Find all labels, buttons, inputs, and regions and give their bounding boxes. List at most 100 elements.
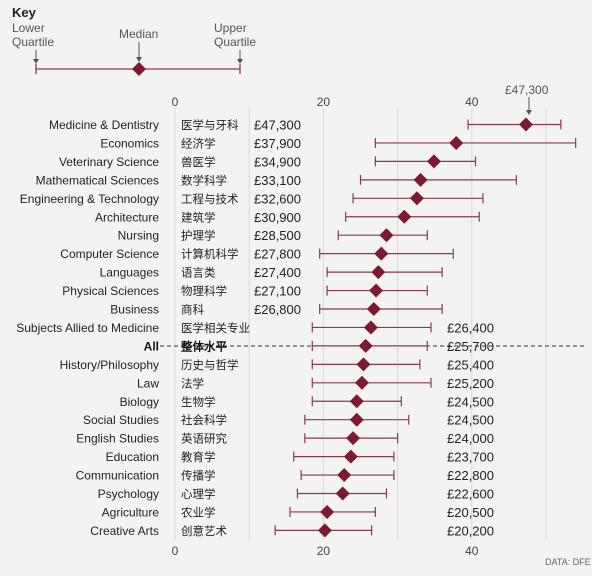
median-diamond bbox=[349, 412, 364, 427]
chart-row: Nursing 护理学 £28,500 bbox=[118, 228, 428, 243]
key-median-diamond bbox=[132, 62, 146, 76]
row-chinese-label: 农业学 bbox=[181, 505, 216, 519]
median-diamond bbox=[397, 209, 412, 224]
x-tick-label-bottom: 20 bbox=[317, 544, 331, 558]
row-subject-label: Economics bbox=[100, 136, 159, 150]
row-chinese-label: 创意艺术 bbox=[181, 524, 227, 538]
row-subject-label: Biology bbox=[120, 395, 159, 409]
row-subject-label: English Studies bbox=[76, 432, 159, 446]
median-diamond bbox=[320, 504, 335, 519]
key-title: Key bbox=[12, 5, 37, 20]
row-salary-label: £37,900 bbox=[254, 136, 301, 151]
row-subject-label: Law bbox=[137, 376, 159, 390]
row-salary-label: £30,900 bbox=[254, 210, 301, 225]
row-chinese-label: 教育学 bbox=[181, 450, 216, 464]
key-median-arrowhead bbox=[136, 57, 142, 62]
median-diamond bbox=[371, 265, 386, 280]
row-chinese-label: 社会科学 bbox=[181, 413, 227, 427]
row-salary-label: £23,700 bbox=[447, 450, 494, 465]
row-salary-label: £25,400 bbox=[447, 357, 494, 372]
row-subject-label: Social Studies bbox=[83, 413, 159, 427]
median-diamond bbox=[358, 338, 373, 353]
chart-row: Computer Science 计算机科学 £27,800 bbox=[60, 246, 454, 262]
data-rows: Medicine & Dentistry 医学与牙科 £47,300 Economic… bbox=[16, 117, 577, 538]
row-chinese-label: 建筑学 bbox=[181, 210, 216, 224]
median-diamond bbox=[363, 320, 378, 335]
median-diamond bbox=[413, 172, 428, 187]
row-chinese-label: 法学 bbox=[181, 376, 204, 390]
row-chinese-label: 数学科学 bbox=[181, 173, 227, 187]
row-chinese-label: 历史与哲学 bbox=[181, 358, 239, 372]
median-diamond bbox=[409, 191, 424, 206]
median-diamond bbox=[518, 117, 533, 132]
key-lower-label-line2: Quartile bbox=[12, 35, 54, 49]
top-value-callout: £47,300 bbox=[505, 83, 549, 115]
row-salary-label: £20,500 bbox=[447, 505, 494, 520]
median-diamond bbox=[379, 228, 394, 243]
row-chinese-label: 物理科学 bbox=[181, 284, 227, 298]
row-chinese-label: 英语研究 bbox=[181, 432, 227, 446]
chart-row: Architecture 建筑学 £30,900 bbox=[95, 209, 480, 225]
chart-row: Psychology 心理学 £22,600 bbox=[98, 486, 494, 502]
key-legend: Key Lower Quartile Median Upper Quartile bbox=[12, 5, 256, 76]
median-diamond bbox=[337, 468, 352, 483]
row-chinese-label: 经济学 bbox=[181, 136, 216, 150]
chart-row: Mathematical Sciences 数学科学 £33,100 bbox=[36, 172, 517, 188]
chart-row: Subjects Allied to Medicine 医学相关专业 £26,400 bbox=[16, 320, 494, 335]
top-value-callout-label: £47,300 bbox=[505, 83, 549, 97]
row-salary-label: £24,500 bbox=[447, 394, 494, 409]
row-salary-label: £25,700 bbox=[447, 339, 494, 354]
row-subject-label: Business bbox=[110, 303, 159, 317]
median-diamond bbox=[317, 523, 332, 538]
key-median-label: Median bbox=[119, 27, 158, 41]
x-tick-label-bottom: 0 bbox=[172, 544, 179, 558]
row-subject-label: Physical Sciences bbox=[62, 284, 159, 298]
chart-row: Education 教育学 £23,700 bbox=[106, 449, 494, 465]
row-subject-label: Architecture bbox=[95, 210, 159, 224]
key-lower-arrowhead bbox=[33, 59, 39, 64]
row-chinese-label: 语言类 bbox=[181, 266, 216, 280]
row-chinese-label: 商科 bbox=[181, 303, 204, 317]
x-tick-label-top: 40 bbox=[465, 95, 479, 109]
row-salary-label: £47,300 bbox=[254, 118, 301, 133]
row-subject-label: Psychology bbox=[98, 487, 159, 501]
row-subject-label: Education bbox=[106, 450, 159, 464]
key-lower-label-line1: Lower bbox=[12, 21, 45, 35]
chart-row: Business 商科 £26,800 bbox=[110, 302, 443, 317]
median-diamond bbox=[374, 246, 389, 261]
row-subject-label: Communication bbox=[76, 469, 159, 483]
row-subject-label: All bbox=[144, 339, 159, 353]
row-chinese-label: 兽医学 bbox=[181, 155, 216, 169]
row-salary-label: £27,400 bbox=[254, 265, 301, 280]
chart-row: History/Philosophy 历史与哲学 £25,400 bbox=[60, 357, 494, 372]
chart-row: Medicine & Dentistry 医学与牙科 £47,300 bbox=[49, 117, 562, 133]
key-upper-arrowhead bbox=[237, 59, 243, 64]
row-subject-label: Mathematical Sciences bbox=[36, 173, 159, 187]
median-diamond bbox=[426, 154, 441, 169]
median-diamond bbox=[449, 135, 464, 150]
axis-ticks: 0 0 20 20 40 40 bbox=[172, 95, 479, 558]
row-chinese-label: 传播学 bbox=[181, 469, 216, 483]
row-subject-label: History/Philosophy bbox=[60, 358, 159, 372]
median-diamond bbox=[343, 449, 358, 464]
row-subject-label: Medicine & Dentistry bbox=[49, 118, 159, 132]
chart-row: Social Studies 社会科学 £24,500 bbox=[83, 412, 494, 428]
row-salary-label: £26,400 bbox=[447, 320, 494, 335]
row-chinese-label: 护理学 bbox=[181, 229, 216, 243]
chart-row: All 整体水平 £25,700 bbox=[144, 338, 494, 354]
row-subject-label: Engineering & Technology bbox=[20, 192, 159, 206]
median-diamond bbox=[366, 302, 381, 316]
chart-row: Biology 生物学 £24,500 bbox=[120, 394, 494, 409]
row-subject-label: Creative Arts bbox=[90, 524, 159, 538]
median-diamond bbox=[346, 431, 361, 446]
row-salary-label: £24,500 bbox=[447, 413, 494, 428]
callout-arrowhead bbox=[526, 110, 532, 115]
chart-row: Veterinary Science 兽医学 £34,900 bbox=[59, 154, 477, 169]
row-subject-label: Languages bbox=[100, 266, 159, 280]
median-diamond bbox=[369, 283, 384, 298]
x-tick-label-bottom: 40 bbox=[465, 544, 479, 558]
row-salary-label: £33,100 bbox=[254, 173, 301, 188]
chart-row: Creative Arts 创意艺术 £20,200 bbox=[90, 523, 494, 538]
row-salary-label: £26,800 bbox=[254, 302, 301, 317]
